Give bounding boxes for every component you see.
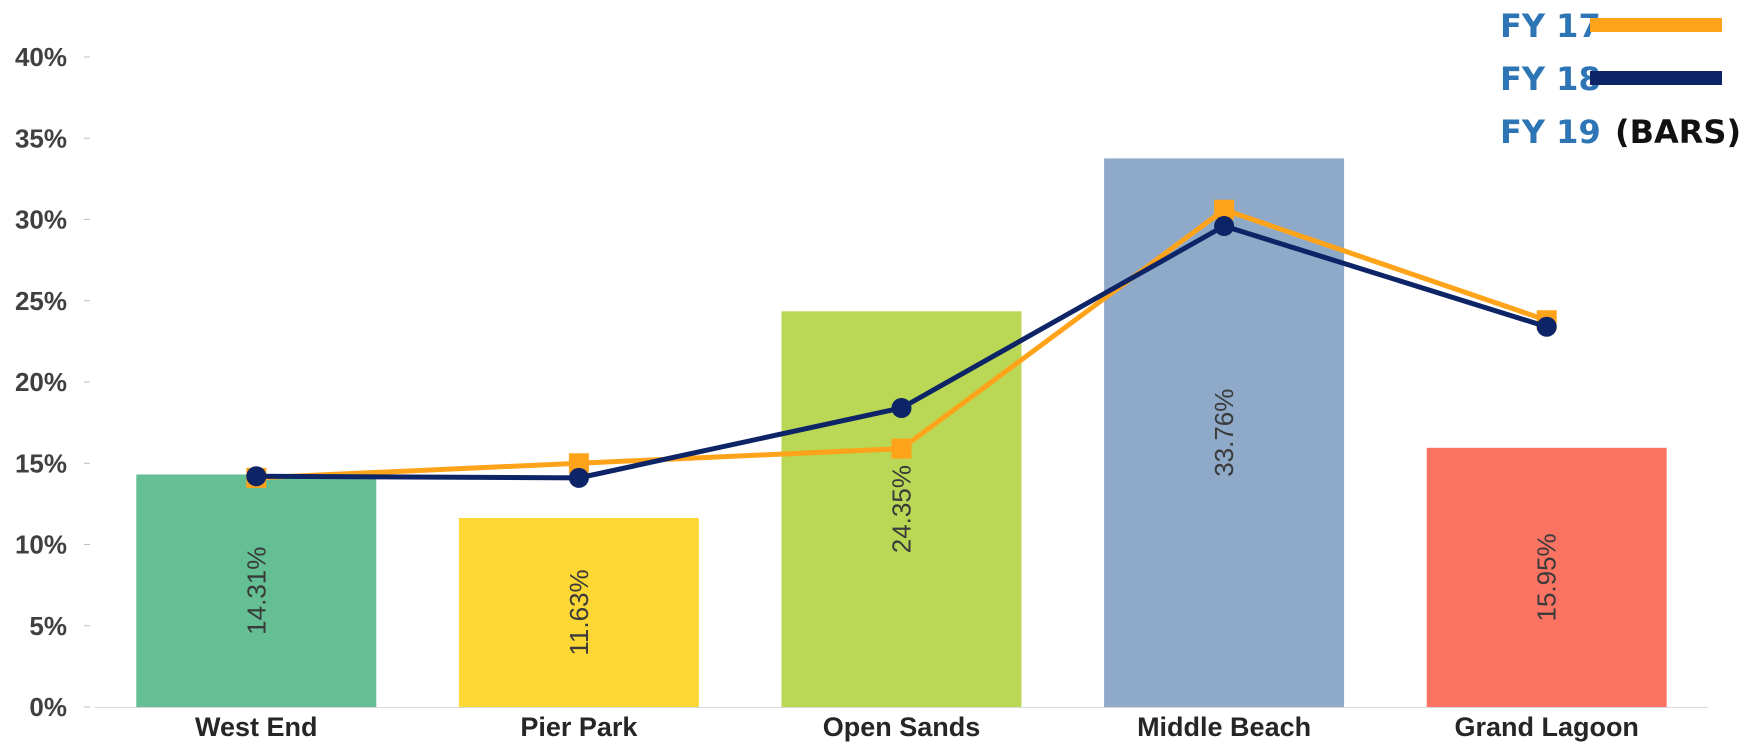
line-point-circle — [246, 466, 267, 487]
y-tick-label: 40% — [15, 42, 67, 72]
line-point-circle — [568, 467, 589, 488]
legend-label: FY 18 — [1500, 60, 1601, 98]
category-label: Pier Park — [520, 712, 638, 742]
line-point-square — [1214, 199, 1235, 220]
bar — [458, 518, 699, 707]
y-tick-label: 30% — [15, 205, 67, 235]
bars: 14.31% 11.63% 24.35% 33.76% 15.95% — [136, 158, 1667, 707]
line-point-circle — [1536, 316, 1557, 337]
bar-value-label: 14.31% — [241, 547, 271, 635]
y-tick-label: 15% — [15, 448, 67, 478]
category-label: Middle Beach — [1137, 712, 1311, 742]
legend-swatch — [1590, 71, 1722, 85]
bar-value-label: 11.63% — [564, 569, 594, 655]
y-tick-label: 0% — [29, 692, 67, 722]
y-tick-label: 35% — [15, 123, 67, 153]
legend: FY 17 FY 18 FY 19 (BARS) — [1500, 7, 1741, 151]
line-point-square — [891, 438, 912, 459]
bar — [136, 474, 377, 707]
bar — [1426, 447, 1667, 707]
x-axis: West End Pier Park Open Sands Middle Beach G… — [95, 707, 1708, 742]
line-point-circle — [891, 398, 912, 418]
category-label: West End — [195, 712, 318, 742]
legend-swatch — [1590, 18, 1722, 32]
y-tick-label: 20% — [15, 367, 67, 397]
line-point-square — [568, 453, 589, 474]
category-label: Grand Lagoon — [1454, 712, 1639, 742]
legend-label: FY 19 — [1500, 113, 1601, 151]
legend-suffix: (BARS) — [1615, 113, 1741, 151]
bar-value-label: 33.76% — [1209, 389, 1239, 477]
bar-value-label: 24.35% — [887, 465, 917, 553]
y-axis: 0% 5% 10% 15% 20% 25% 30% 35% 40% — [15, 42, 90, 722]
y-tick-label: 5% — [29, 611, 67, 641]
line-point-circle — [1214, 216, 1235, 236]
lines — [246, 199, 1557, 488]
bar — [781, 311, 1022, 707]
bar-value-label: 15.95% — [1532, 533, 1562, 621]
y-tick-label: 10% — [15, 530, 67, 560]
y-tick-label: 25% — [15, 286, 67, 316]
legend-label: FY 17 — [1500, 7, 1601, 45]
category-label: Open Sands — [823, 712, 981, 742]
